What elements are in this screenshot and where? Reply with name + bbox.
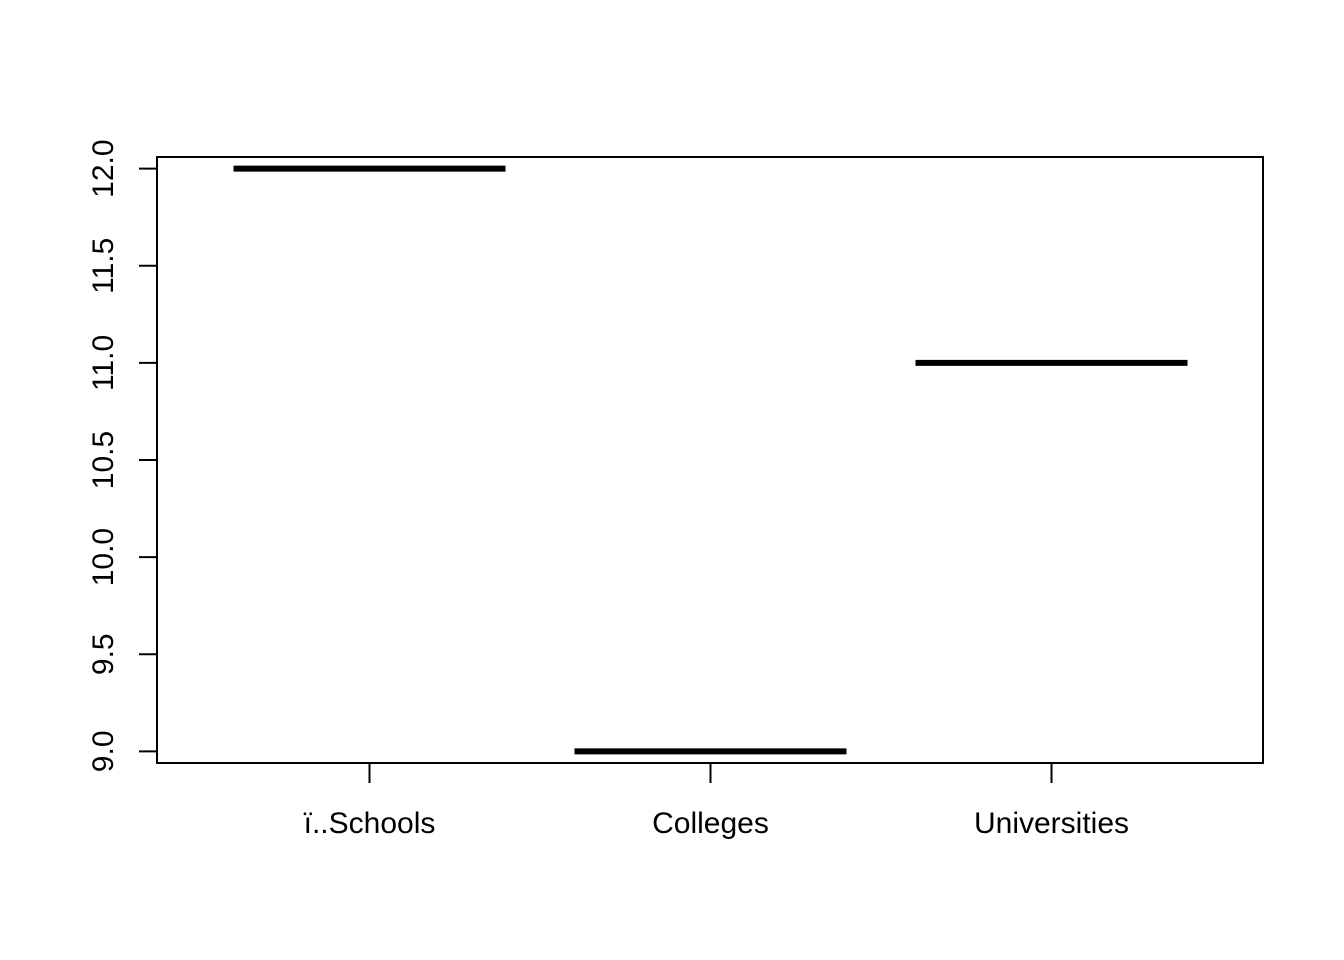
x-axis: ï..Schools Colleges Universities	[304, 763, 1129, 840]
y-tick-label: 10.5	[87, 431, 120, 489]
x-tick-label: Colleges	[652, 807, 769, 840]
x-tick-label: ï..Schools	[304, 807, 436, 840]
y-tick-label: 11.0	[87, 335, 120, 391]
y-tick-label: 10.0	[87, 528, 120, 586]
y-tick-label: 12.0	[87, 139, 120, 197]
plot-frame	[156, 156, 1264, 764]
y-tick-label: 9.5	[87, 633, 120, 675]
median-lines	[233, 165, 1188, 755]
y-axis: 9.0 9.5 10.0 10.5 11.0 11.5 12.0	[87, 139, 157, 772]
x-tick-label: Universities	[974, 807, 1129, 840]
y-tick-label: 11.5	[87, 238, 120, 294]
y-tick-label: 9.0	[87, 730, 120, 772]
